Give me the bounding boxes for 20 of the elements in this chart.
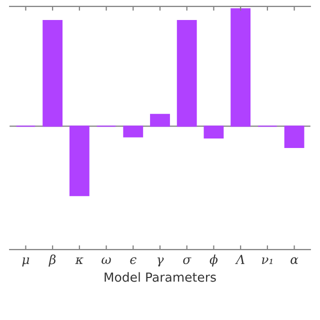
x-tick-label: β — [48, 254, 56, 267]
x-tick-label: Λ — [235, 254, 244, 264]
x-tick-label: γ — [157, 257, 164, 267]
x-tick-label: ϕ — [210, 254, 218, 267]
bar — [284, 126, 304, 148]
bar — [204, 126, 224, 139]
bar — [123, 126, 144, 138]
x-tick-label: α — [290, 257, 298, 264]
bar — [176, 20, 197, 127]
x-axis-title: Model Parameters — [104, 272, 216, 282]
x-tick-label: κ — [75, 257, 84, 264]
bar — [42, 20, 63, 127]
bar — [69, 126, 90, 196]
x-tick-label: ω — [102, 257, 111, 264]
x-tick-label: μ — [22, 257, 30, 267]
x-tick-label: σ — [183, 257, 192, 264]
x-tick-label: ν₁ — [262, 257, 272, 264]
bar — [230, 8, 251, 127]
x-tick-label: ϵ — [130, 257, 136, 264]
bar — [150, 114, 170, 127]
